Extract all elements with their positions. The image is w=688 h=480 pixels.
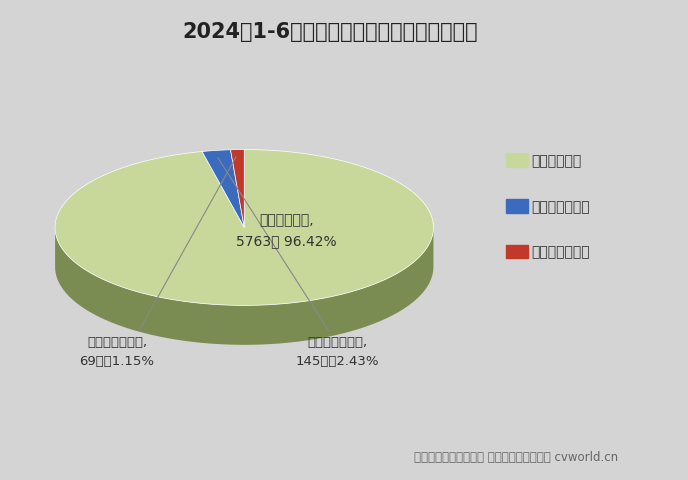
- Polygon shape: [55, 228, 433, 345]
- Text: 5763辆 96.42%: 5763辆 96.42%: [236, 234, 337, 248]
- Text: 纯电动自卸车,: 纯电动自卸车,: [259, 213, 314, 227]
- Text: 混合动力自卸车: 混合动力自卸车: [531, 245, 590, 259]
- Bar: [506, 245, 528, 259]
- Polygon shape: [55, 150, 433, 306]
- Text: 数据来源：交强险统计 制图：第一商用车网 cvworld.cn: 数据来源：交强险统计 制图：第一商用车网 cvworld.cn: [414, 450, 618, 463]
- Bar: [506, 200, 528, 213]
- Bar: [506, 154, 528, 168]
- Text: 145辆，2.43%: 145辆，2.43%: [295, 354, 379, 368]
- Text: 纯电动自卸车: 纯电动自卸车: [531, 154, 581, 168]
- Text: 燃料电池自卸车,: 燃料电池自卸车,: [307, 335, 367, 348]
- Polygon shape: [230, 150, 244, 228]
- Text: 燃料电池自卸车: 燃料电池自卸车: [531, 199, 590, 214]
- Polygon shape: [202, 150, 244, 228]
- Text: 混合动力自卸车,: 混合动力自卸车,: [87, 335, 147, 348]
- Text: 69辆，1.15%: 69辆，1.15%: [79, 354, 155, 368]
- Text: 2024年1-6月新能源自卸车燃料类型占比一览: 2024年1-6月新能源自卸车燃料类型占比一览: [182, 22, 478, 42]
